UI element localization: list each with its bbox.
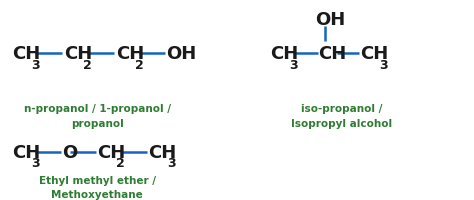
Text: OH: OH — [166, 45, 196, 63]
Text: CH: CH — [12, 45, 40, 63]
Text: 3: 3 — [289, 59, 298, 71]
Text: iso-propanol /
Isopropyl alcohol: iso-propanol / Isopropyl alcohol — [291, 104, 392, 128]
Text: CH: CH — [270, 45, 299, 63]
Text: 3: 3 — [379, 59, 388, 71]
Text: 2: 2 — [135, 59, 144, 71]
Text: 3: 3 — [167, 157, 176, 169]
Text: OH: OH — [315, 11, 346, 29]
Text: Ethyl methyl ether /
Methoxyethane: Ethyl methyl ether / Methoxyethane — [39, 175, 155, 199]
Text: CH: CH — [116, 45, 145, 63]
Text: 3: 3 — [31, 157, 39, 169]
Text: 3: 3 — [31, 59, 39, 71]
Text: CH: CH — [97, 143, 126, 161]
Text: CH: CH — [148, 143, 177, 161]
Text: CH: CH — [12, 143, 40, 161]
Text: 2: 2 — [116, 157, 125, 169]
Text: CH: CH — [360, 45, 389, 63]
Text: n-propanol / 1-propanol /
propanol: n-propanol / 1-propanol / propanol — [24, 104, 171, 128]
Text: CH: CH — [64, 45, 92, 63]
Text: CH: CH — [319, 45, 347, 63]
Text: 2: 2 — [83, 59, 91, 71]
Text: O: O — [63, 143, 78, 161]
